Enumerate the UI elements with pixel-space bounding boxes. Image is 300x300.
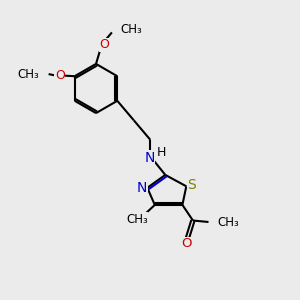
Text: O: O [99,38,109,51]
Text: S: S [187,178,196,192]
Text: O: O [55,69,64,82]
Text: N: N [137,181,147,195]
Text: CH₃: CH₃ [120,23,142,36]
Text: N: N [144,151,154,164]
Text: CH₃: CH₃ [217,216,239,229]
Text: O: O [182,237,192,250]
Text: H: H [157,146,166,159]
Text: CH₃: CH₃ [126,213,148,226]
Text: CH₃: CH₃ [17,68,39,81]
